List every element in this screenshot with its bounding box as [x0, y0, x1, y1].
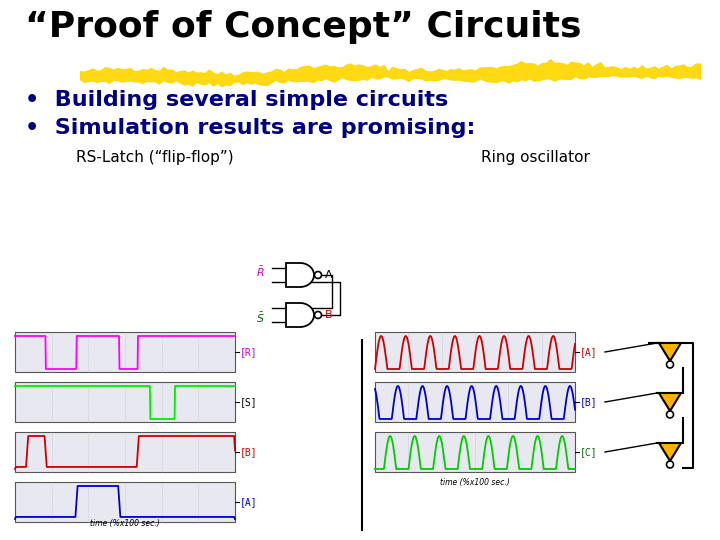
Text: [S]: [S] — [240, 397, 258, 407]
Bar — [15, 332, 235, 372]
Polygon shape — [659, 343, 681, 361]
Bar — [15, 482, 235, 522]
Text: Ring oscillator: Ring oscillator — [480, 150, 590, 165]
Circle shape — [667, 461, 673, 468]
Text: RS-Latch (“flip-flop”): RS-Latch (“flip-flop”) — [76, 150, 234, 165]
Bar — [15, 382, 235, 422]
Polygon shape — [659, 393, 681, 411]
Text: time (%x100 sec.): time (%x100 sec.) — [440, 478, 510, 487]
Text: [B]: [B] — [580, 397, 598, 407]
Circle shape — [667, 411, 673, 418]
Bar — [15, 432, 235, 472]
Text: $\bar{S}$: $\bar{S}$ — [256, 311, 265, 325]
Text: A: A — [325, 270, 332, 280]
Text: [B]: [B] — [240, 447, 258, 457]
Text: $\bar{R}$: $\bar{R}$ — [256, 265, 265, 279]
Bar — [375, 332, 575, 372]
Circle shape — [315, 272, 322, 279]
Polygon shape — [286, 303, 314, 327]
Text: [A]: [A] — [580, 347, 598, 357]
Bar — [375, 432, 575, 472]
Bar — [375, 382, 575, 422]
Polygon shape — [659, 443, 681, 461]
Circle shape — [667, 361, 673, 368]
Text: [C]: [C] — [580, 447, 598, 457]
Text: [R]: [R] — [240, 347, 258, 357]
Text: time (%x100 sec.): time (%x100 sec.) — [90, 519, 160, 528]
Text: B: B — [325, 310, 332, 320]
Polygon shape — [286, 263, 314, 287]
Text: “Proof of Concept” Circuits: “Proof of Concept” Circuits — [25, 10, 582, 44]
Circle shape — [315, 312, 322, 319]
Text: •  Building several simple circuits: • Building several simple circuits — [25, 90, 449, 110]
Text: [A]: [A] — [240, 497, 258, 507]
Text: •  Simulation results are promising:: • Simulation results are promising: — [25, 118, 475, 138]
